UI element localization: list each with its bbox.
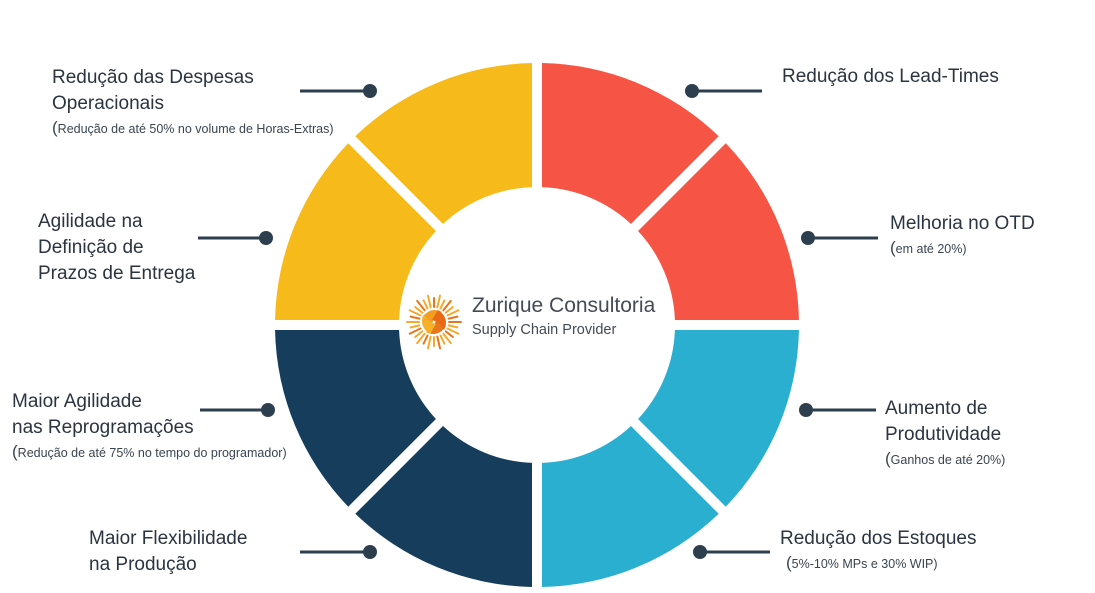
- benefit-title: Redução dos Lead-Times: [782, 66, 999, 87]
- benefit-label-prazos: Agilidade na Definição de Prazos de Entr…: [38, 209, 195, 287]
- benefit-title: Prazos de Entrega: [38, 263, 196, 284]
- benefit-label-otd: Melhoria no OTD (em até 20%): [890, 211, 1035, 260]
- benefit-title: Agilidade na: [38, 211, 143, 232]
- wheel-segment-despesas: [355, 63, 533, 224]
- benefit-note: (em até 20%): [890, 238, 967, 257]
- benefit-note: (5%-10% MPs e 30% WIP): [786, 553, 938, 572]
- benefit-label-estoques: Redução dos Estoques (5%-10% MPs e 30% W…: [780, 526, 976, 575]
- benefit-note: (Ganhos de até 20%): [885, 449, 1006, 468]
- benefit-title: Maior Flexibilidade: [89, 528, 248, 549]
- benefit-note: (Redução de até 75% no tempo do programa…: [12, 442, 287, 461]
- connector-otd: [801, 231, 878, 245]
- benefit-label-flexibilidade: Maior Flexibilidade na Produção: [89, 526, 247, 578]
- connector-reprogramacoes: [200, 403, 275, 417]
- benefit-label-despesas: Redução das Despesas Operacionais (Reduç…: [52, 65, 334, 140]
- connector-lead-times: [685, 84, 762, 98]
- benefit-title: Aumento de: [885, 398, 988, 419]
- connector-despesas: [300, 84, 377, 98]
- connector-flexibilidade: [300, 545, 377, 559]
- benefit-title: Operacionais: [52, 93, 164, 114]
- connector-prazos: [198, 231, 273, 245]
- connector-produtividade: [799, 403, 876, 417]
- benefit-title: Produtividade: [885, 424, 1002, 445]
- benefit-note: (Redução de até 50% no volume de Horas-E…: [52, 118, 334, 137]
- wheel-segment-otd: [638, 143, 799, 321]
- center-brand: Zurique Consultoria Supply Chain Provide…: [404, 290, 674, 360]
- wheel-segment-flexibilidade: [355, 426, 533, 587]
- wheel-segment-produtividade: [638, 329, 799, 507]
- wheel-segment-prazos: [275, 143, 436, 321]
- connector-estoques: [693, 545, 770, 559]
- benefit-title: nas Reprogramações: [12, 417, 194, 438]
- benefit-title: Definição de: [38, 237, 144, 258]
- wheel-segment-estoques: [541, 426, 719, 587]
- wheel-segment-reprogramacoes: [275, 329, 436, 507]
- benefit-label-lead-times: Redução dos Lead-Times: [782, 64, 999, 90]
- benefit-label-reprogramacoes: Maior Agilidade nas Reprogramações (Redu…: [12, 389, 287, 464]
- brand-name: Zurique Consultoria: [472, 294, 656, 317]
- benefit-title: Maior Agilidade: [12, 391, 142, 412]
- benefit-title: Melhoria no OTD: [890, 213, 1035, 234]
- benefit-title: Redução dos Estoques: [780, 528, 977, 549]
- benefit-title: Redução das Despesas: [52, 67, 254, 88]
- benefit-title: na Produção: [89, 554, 197, 575]
- brand-tagline: Supply Chain Provider: [472, 322, 617, 338]
- sunburst-swirl-icon: [406, 294, 462, 350]
- wheel-segment-lead-times: [541, 63, 719, 224]
- benefit-label-produtividade: Aumento de Produtividade (Ganhos de até …: [885, 396, 1005, 471]
